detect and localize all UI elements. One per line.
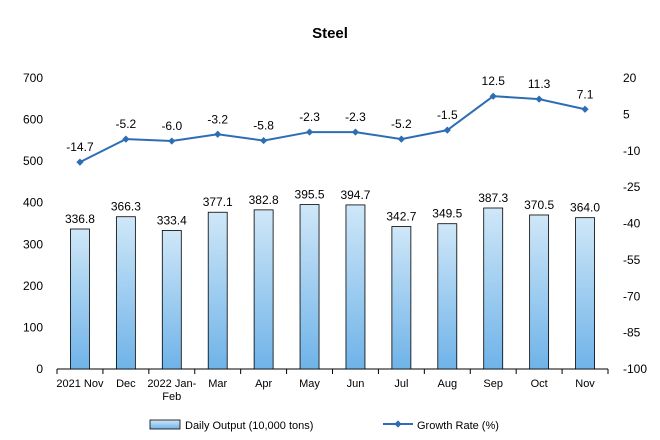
bar-data-label: 366.3 bbox=[111, 200, 141, 214]
line-point bbox=[168, 137, 176, 145]
line-point bbox=[76, 158, 84, 166]
x-tick-label: Dec bbox=[116, 378, 136, 390]
bar bbox=[575, 217, 595, 370]
x-tick-label: Oct bbox=[531, 378, 548, 390]
legend: Daily Output (10,000 tons) Growth Rate (%… bbox=[149, 419, 499, 432]
bar bbox=[437, 223, 458, 370]
line-data-label: 7.1 bbox=[577, 87, 594, 101]
bar-series: 336.8 366.3 333.4 377.1 382.8 395.5 394.7 342.7… bbox=[65, 188, 600, 370]
legend-bar-swatch bbox=[149, 419, 181, 430]
bar-data-label: 370.5 bbox=[524, 198, 554, 212]
line-data-label: -5.2 bbox=[391, 117, 412, 131]
bar bbox=[70, 228, 90, 370]
y-left-tick-label: 700 bbox=[23, 71, 43, 85]
bar-data-label: 336.8 bbox=[65, 212, 95, 226]
y-left-tick-label: 100 bbox=[23, 320, 43, 334]
line-data-label: -5.8 bbox=[253, 119, 274, 133]
line-point bbox=[443, 126, 451, 134]
bar-data-label: 394.7 bbox=[340, 188, 370, 202]
x-tick-label: May bbox=[299, 378, 320, 390]
bar bbox=[483, 207, 504, 370]
y-right-tick-label: -85 bbox=[623, 326, 641, 340]
bar-data-label: 349.5 bbox=[432, 207, 462, 221]
bar-data-label: 377.1 bbox=[203, 195, 233, 209]
line-data-label: -1.5 bbox=[437, 108, 458, 122]
bar bbox=[161, 230, 182, 370]
legend-line-marker bbox=[394, 420, 402, 428]
y-right-tick-label: -100 bbox=[623, 362, 647, 376]
line-data-label: -2.3 bbox=[345, 110, 366, 124]
bar-data-label: 333.4 bbox=[157, 213, 187, 227]
line-point bbox=[214, 130, 222, 138]
bar bbox=[253, 209, 274, 370]
x-tick-label: Sep bbox=[483, 378, 503, 390]
y-left-tick-label: 400 bbox=[23, 196, 43, 210]
bar bbox=[299, 204, 320, 370]
y-right-tick-label: -25 bbox=[623, 180, 641, 194]
line-data-label: 11.3 bbox=[528, 77, 551, 91]
y-right-tick-label: -10 bbox=[623, 144, 641, 158]
x-tick-label: 2022 Jan- bbox=[147, 378, 196, 390]
line-series: -14.7 -5.2 -6.0 -3.2 -5.8 -2.3 -2.3 -5.2 -1.5 12.… bbox=[66, 74, 594, 166]
y-right-tick-label: -70 bbox=[623, 289, 641, 303]
line-data-label: 12.5 bbox=[482, 74, 506, 88]
y-left-tick-label: 300 bbox=[23, 237, 43, 251]
line-point bbox=[489, 92, 497, 100]
line-data-label: -5.2 bbox=[116, 117, 137, 131]
bar bbox=[529, 214, 550, 370]
growth-line bbox=[79, 95, 586, 164]
legend-line-label: Growth Rate (%) bbox=[417, 420, 499, 432]
bar-data-label: 387.3 bbox=[478, 191, 508, 205]
x-tick-label: Apr bbox=[255, 378, 272, 390]
legend-bar-label: Daily Output (10,000 tons) bbox=[185, 420, 313, 432]
bar-data-label: 342.7 bbox=[386, 210, 416, 224]
chart-title: Steel bbox=[312, 25, 348, 42]
x-tick-label: Feb bbox=[162, 391, 181, 403]
x-tick-label: Jun bbox=[347, 378, 365, 390]
line-data-label: -3.2 bbox=[207, 112, 228, 126]
line-data-label: -14.7 bbox=[66, 140, 94, 154]
line-point bbox=[581, 105, 589, 113]
x-tick-label: Nov bbox=[575, 378, 595, 390]
axes: 0 100 200 300 400 500 600 700 20 5 -10 -25 -40 -55 -70… bbox=[23, 71, 647, 403]
line-point bbox=[351, 128, 360, 136]
bar-data-label: 364.0 bbox=[570, 201, 600, 215]
y-right-tick-label: -55 bbox=[623, 253, 641, 267]
x-tick-label: 2021 Nov bbox=[56, 378, 104, 390]
x-tick-label: Jul bbox=[394, 378, 408, 390]
line-point bbox=[260, 136, 268, 145]
bar-data-label: 382.8 bbox=[249, 193, 279, 207]
line-data-label: -6.0 bbox=[161, 119, 182, 133]
y-left-tick-label: 600 bbox=[23, 113, 43, 127]
x-tick-label: Mar bbox=[208, 378, 227, 390]
bar bbox=[345, 204, 366, 370]
line-point bbox=[535, 95, 543, 103]
bar bbox=[207, 211, 228, 370]
y-left-tick-label: 200 bbox=[23, 279, 43, 293]
bar bbox=[115, 216, 136, 370]
y-right-tick-label: -40 bbox=[623, 217, 641, 231]
y-left-tick-label: 500 bbox=[23, 154, 43, 168]
x-tick-label: Aug bbox=[438, 378, 458, 390]
line-point bbox=[397, 135, 405, 143]
bar-data-label: 395.5 bbox=[295, 188, 325, 202]
bar bbox=[391, 226, 412, 370]
y-right-tick-label: 20 bbox=[623, 71, 637, 85]
y-right-tick-label: 5 bbox=[623, 107, 630, 121]
y-left-tick-label: 0 bbox=[36, 362, 43, 376]
line-point bbox=[305, 128, 314, 136]
line-data-label: -2.3 bbox=[299, 110, 320, 124]
line-point bbox=[122, 135, 130, 143]
